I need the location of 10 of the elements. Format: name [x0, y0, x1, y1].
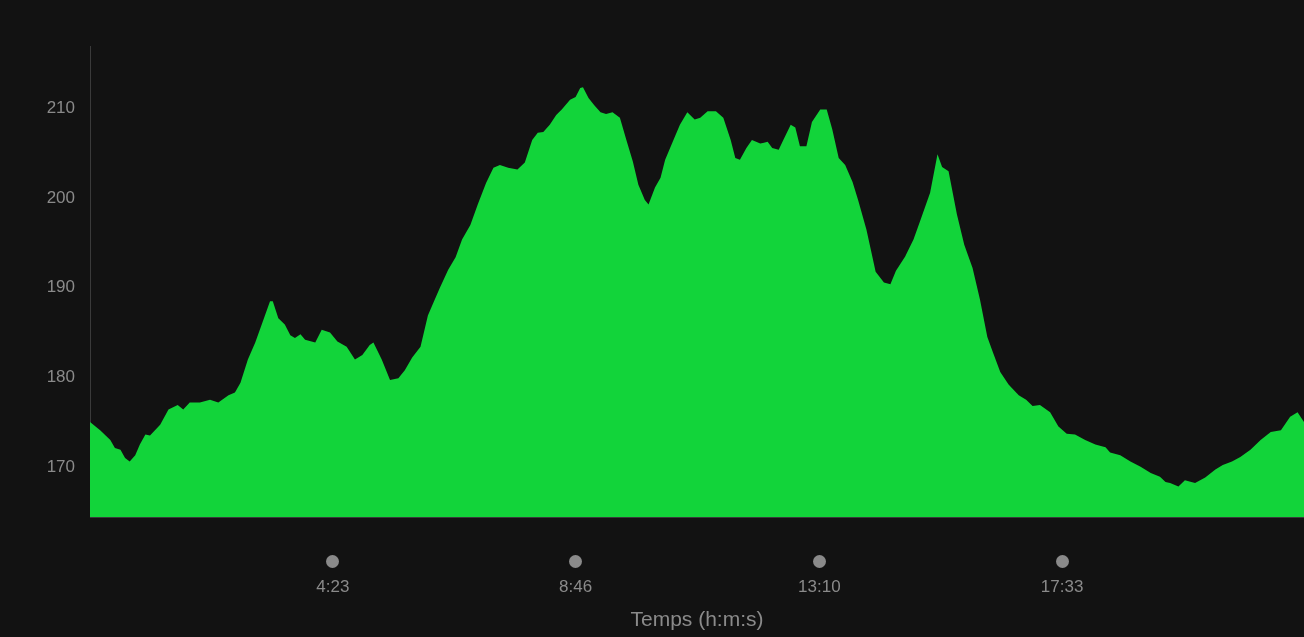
y-tick-label: 190	[46, 277, 75, 297]
y-tick-label: 210	[46, 98, 75, 118]
y-tick-label: 200	[46, 187, 75, 207]
y-tick-label: 180	[46, 367, 75, 386]
y-tick-label: 170	[46, 456, 75, 476]
x-tick-label: 13:10	[798, 576, 841, 596]
x-axis-title: Temps (h:m:s)	[630, 607, 764, 631]
x-tick-label: 8:46	[559, 576, 593, 596]
x-tick-label: 17:33	[1040, 576, 1084, 596]
x-tick-label: 4:23	[316, 576, 350, 596]
